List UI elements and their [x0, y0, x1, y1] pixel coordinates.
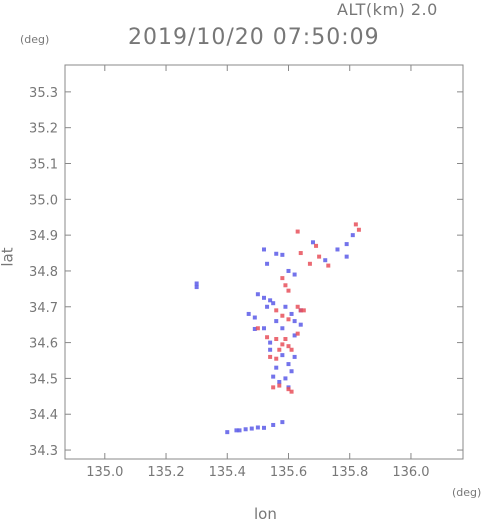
data-point	[277, 384, 281, 388]
data-point	[195, 285, 199, 289]
data-point	[286, 269, 290, 273]
y-tick-label: 35.2	[29, 122, 58, 137]
data-point	[225, 430, 229, 434]
data-point	[354, 222, 358, 226]
data-point	[256, 326, 260, 330]
data-point	[290, 312, 294, 316]
data-point	[262, 426, 266, 430]
data-point	[296, 332, 300, 336]
data-point	[274, 366, 278, 370]
data-points	[195, 222, 361, 434]
data-point	[262, 326, 266, 330]
data-point	[286, 344, 290, 348]
data-point	[286, 362, 290, 366]
data-point	[357, 228, 361, 232]
data-point	[271, 423, 275, 427]
x-tick-label: 136.0	[392, 465, 429, 480]
data-point	[271, 375, 275, 379]
data-point	[290, 348, 294, 352]
data-point	[299, 308, 303, 312]
data-point	[280, 326, 284, 330]
data-point	[296, 305, 300, 309]
data-point	[283, 376, 287, 380]
data-point	[290, 369, 294, 373]
data-point	[247, 312, 251, 316]
data-point	[277, 380, 281, 384]
x-tick-label: 135.2	[147, 465, 184, 480]
data-point	[335, 247, 339, 251]
data-point	[280, 253, 284, 257]
data-point	[345, 255, 349, 259]
data-point	[299, 251, 303, 255]
data-point	[195, 281, 199, 285]
plot-frame	[65, 65, 463, 459]
y-tick-label: 35.0	[29, 193, 58, 208]
data-point	[283, 283, 287, 287]
data-point	[299, 323, 303, 327]
data-point	[311, 240, 315, 244]
data-point	[265, 262, 269, 266]
data-point	[234, 428, 238, 432]
data-point	[268, 355, 272, 359]
data-point	[250, 427, 254, 431]
data-point	[280, 420, 284, 424]
data-point	[351, 233, 355, 237]
data-point	[280, 276, 284, 280]
data-point	[268, 341, 272, 345]
data-point	[274, 252, 278, 256]
data-point	[274, 308, 278, 312]
data-point	[268, 348, 272, 352]
data-point	[265, 305, 269, 309]
data-point	[253, 316, 257, 320]
data-point	[244, 427, 248, 431]
x-tick-label: 135.8	[331, 465, 368, 480]
x-tick-label: 135.4	[209, 465, 246, 480]
data-point	[293, 273, 297, 277]
data-point	[293, 319, 297, 323]
data-point	[277, 348, 281, 352]
data-point	[314, 244, 318, 248]
data-point	[256, 292, 260, 296]
data-point	[286, 317, 290, 321]
data-point	[326, 264, 330, 268]
y-tick-label: 34.9	[29, 229, 58, 244]
data-point	[271, 301, 275, 305]
data-point	[274, 337, 278, 341]
data-point	[286, 289, 290, 293]
data-point	[283, 305, 287, 309]
data-point	[262, 296, 266, 300]
data-point	[323, 258, 327, 262]
y-tick-label: 34.4	[29, 408, 58, 423]
data-point	[283, 337, 287, 341]
data-point	[345, 242, 349, 246]
y-tick-label: 34.6	[29, 337, 58, 352]
data-point	[265, 335, 269, 339]
y-tick-label: 34.8	[29, 265, 58, 280]
y-tick-label: 35.1	[29, 158, 58, 173]
data-point	[274, 357, 278, 361]
data-point	[280, 353, 284, 357]
data-point	[317, 255, 321, 259]
y-tick-label: 35.3	[29, 86, 58, 101]
data-point	[296, 230, 300, 234]
data-point	[280, 314, 284, 318]
x-tick-label: 135.0	[86, 465, 123, 480]
data-point	[308, 262, 312, 266]
data-point	[262, 247, 266, 251]
axis-ticks	[65, 65, 463, 459]
data-point	[280, 342, 284, 346]
data-point	[290, 390, 294, 394]
data-point	[293, 355, 297, 359]
data-point	[274, 319, 278, 323]
x-tick-label: 135.6	[270, 465, 307, 480]
data-point	[271, 385, 275, 389]
data-point	[256, 425, 260, 429]
y-tick-label: 34.7	[29, 301, 58, 316]
tick-labels: 135.0 135.2 135.4 135.6 135.8 136.0 34.3 34.4 34…	[29, 86, 430, 480]
y-tick-label: 34.3	[29, 444, 58, 459]
y-tick-label: 34.5	[29, 372, 58, 387]
